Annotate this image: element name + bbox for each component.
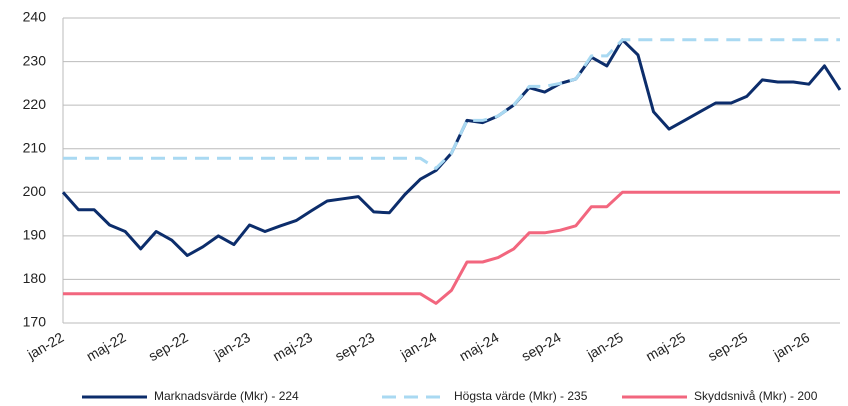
y-tick-label: 200 — [23, 183, 47, 199]
series-line — [61, 38, 842, 257]
x-tick-label: sep-23 — [332, 329, 377, 364]
y-tick-label: 220 — [23, 96, 47, 112]
x-tick-label: jan-22 — [24, 329, 67, 363]
y-tick-label: 230 — [23, 52, 47, 68]
x-tick-label: sep-22 — [146, 329, 191, 364]
series-line — [63, 38, 840, 170]
x-tick-label: maj-23 — [270, 329, 315, 364]
x-tick-label: maj-24 — [456, 329, 501, 364]
y-tick-label: 180 — [23, 270, 47, 286]
y-tick-label: 210 — [23, 139, 47, 155]
y-tick-label: 170 — [23, 314, 47, 330]
x-tick-label: maj-25 — [643, 329, 688, 364]
x-tick-label: sep-24 — [519, 329, 564, 364]
x-tick-label: maj-22 — [83, 329, 128, 364]
x-tick-label: jan-23 — [210, 329, 253, 363]
x-tick-label: sep-25 — [705, 329, 750, 364]
legend-label: Högsta värde (Mkr) - 235 — [454, 389, 588, 403]
x-tick-label: jan-25 — [583, 329, 626, 363]
x-tick-label: jan-26 — [770, 329, 813, 363]
legend-label: Skyddsnivå (Mkr) - 200 — [694, 389, 818, 403]
y-tick-label: 190 — [23, 227, 47, 243]
legend-label: Marknadsvärde (Mkr) - 224 — [154, 389, 299, 403]
series-line — [63, 190, 840, 305]
x-tick-label: jan-24 — [397, 329, 440, 363]
y-tick-label: 240 — [23, 9, 47, 25]
